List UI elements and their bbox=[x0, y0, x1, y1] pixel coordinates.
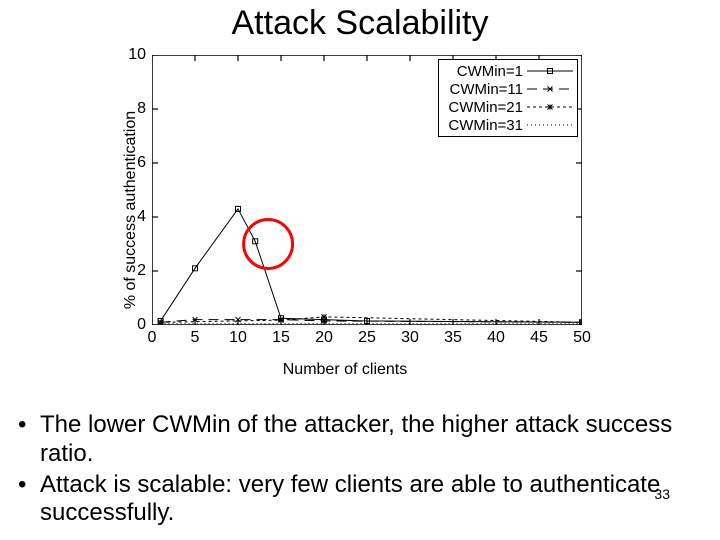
page-number: 33 bbox=[654, 486, 670, 502]
bullet-list: •The lower CWMin of the attacker, the hi… bbox=[18, 411, 700, 528]
x-tick-label: 20 bbox=[315, 325, 333, 347]
bullet-text: The lower CWMin of the attacker, the hig… bbox=[40, 411, 700, 469]
chart-container: % of success authentication Number of cl… bbox=[90, 45, 600, 375]
y-tick-label: 6 bbox=[137, 154, 152, 172]
x-tick-label: 25 bbox=[358, 325, 376, 347]
y-tick-label: 8 bbox=[137, 100, 152, 118]
legend-item: CWMin=11 bbox=[443, 80, 573, 98]
legend-item: CWMin=21 bbox=[443, 98, 573, 116]
x-tick-label: 30 bbox=[401, 325, 419, 347]
y-tick-label: 4 bbox=[137, 208, 152, 226]
legend-label: CWMin=21 bbox=[443, 99, 527, 116]
x-tick-label: 15 bbox=[272, 325, 290, 347]
bullet-marker: • bbox=[18, 411, 40, 469]
legend-label: CWMin=11 bbox=[443, 81, 527, 98]
plot-area: CWMin=1CWMin=11CWMin=21CWMin=31 02468100… bbox=[152, 55, 582, 325]
y-tick-label: 10 bbox=[128, 46, 152, 64]
x-axis-label: Number of clients bbox=[283, 361, 408, 379]
x-tick-label: 45 bbox=[530, 325, 548, 347]
legend-label: CWMin=1 bbox=[443, 63, 527, 80]
bullet-item: •The lower CWMin of the attacker, the hi… bbox=[18, 411, 700, 469]
x-tick-label: 35 bbox=[444, 325, 462, 347]
legend-sample bbox=[527, 100, 573, 114]
legend-item: CWMin=1 bbox=[443, 62, 573, 80]
legend-sample bbox=[527, 118, 573, 132]
legend-sample bbox=[527, 64, 573, 78]
x-tick-label: 40 bbox=[487, 325, 505, 347]
bullet-text: Attack is scalable: very few clients are… bbox=[40, 471, 700, 529]
legend-item: CWMin=31 bbox=[443, 116, 573, 134]
bullet-item: •Attack is scalable: very few clients ar… bbox=[18, 471, 700, 529]
x-tick-label: 50 bbox=[573, 325, 591, 347]
bullet-marker: • bbox=[18, 471, 40, 529]
x-tick-label: 10 bbox=[229, 325, 247, 347]
x-tick-label: 0 bbox=[148, 325, 157, 347]
slide-title: Attack Scalability bbox=[0, 0, 720, 45]
legend-sample bbox=[527, 82, 573, 96]
x-tick-label: 5 bbox=[191, 325, 200, 347]
legend-label: CWMin=31 bbox=[443, 117, 527, 134]
legend: CWMin=1CWMin=11CWMin=21CWMin=31 bbox=[438, 59, 578, 137]
y-tick-label: 2 bbox=[137, 262, 152, 280]
